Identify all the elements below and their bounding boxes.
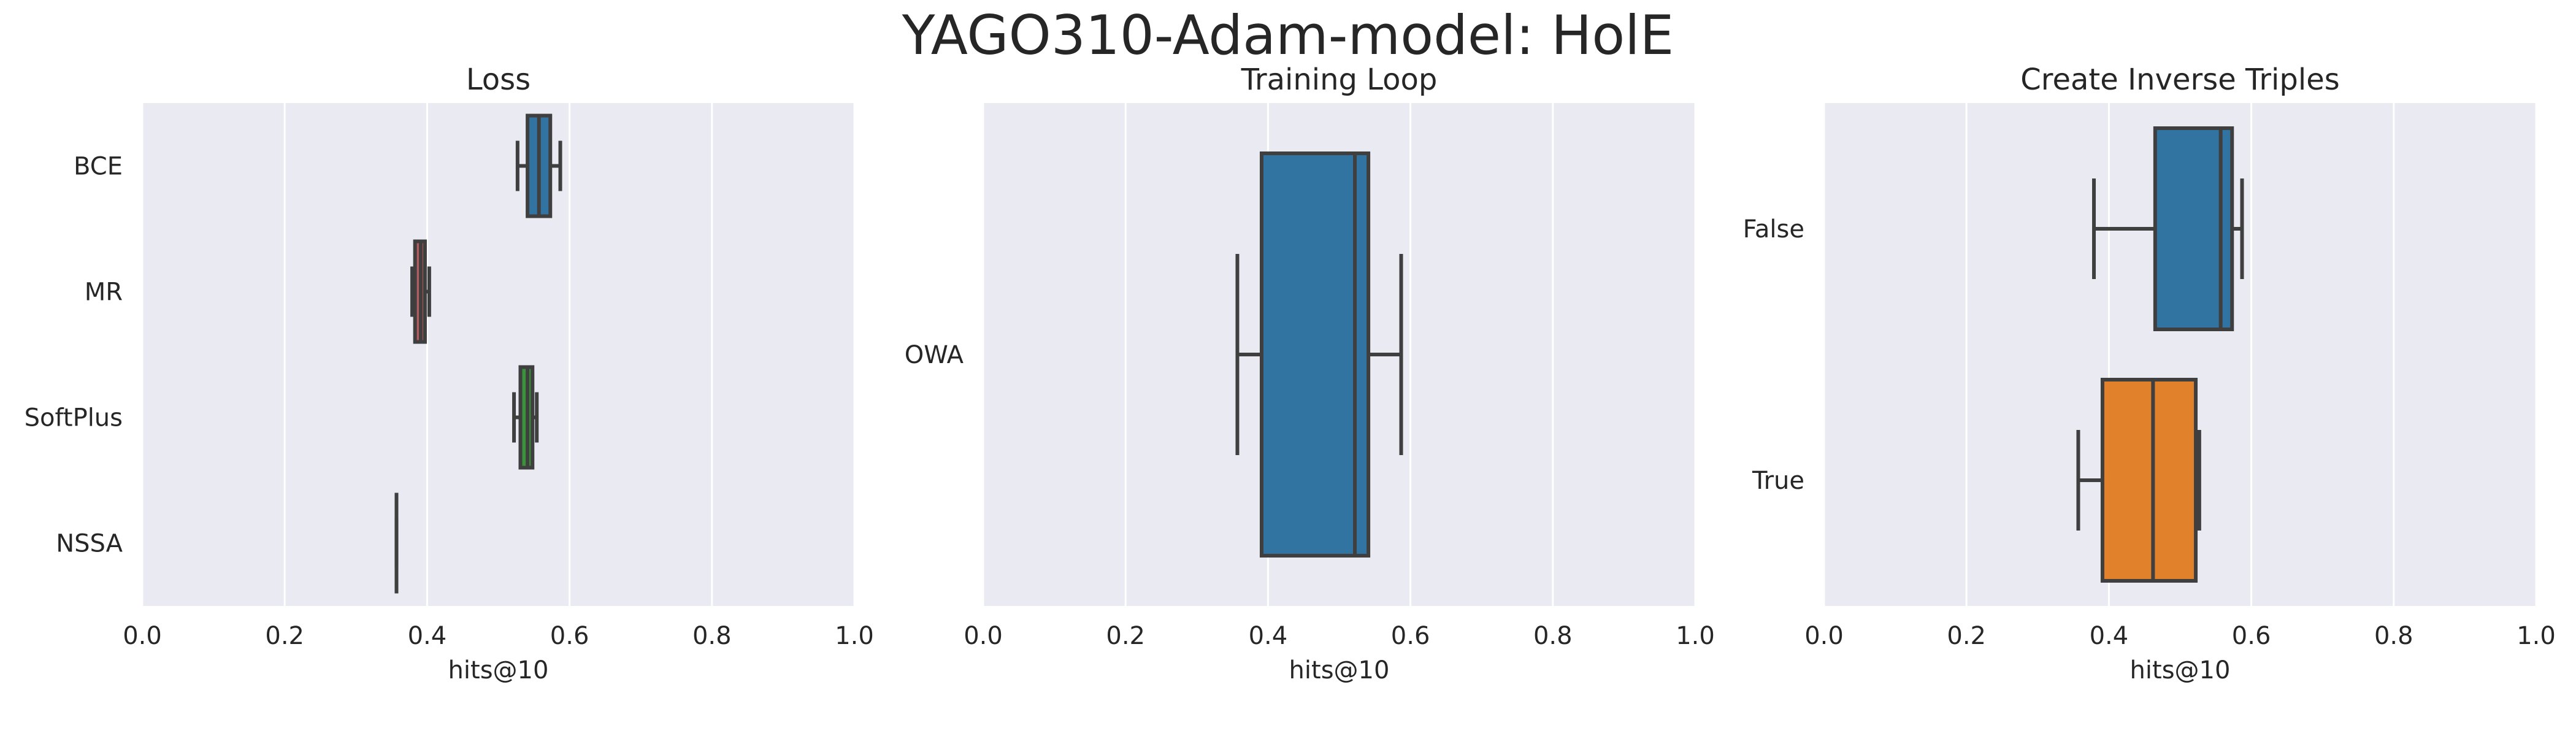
x-tick-label: 0.6	[550, 622, 589, 650]
box-NSSA: NSSA	[56, 493, 399, 594]
y-tick-label: False	[1743, 215, 1804, 243]
x-tick-label: 0.0	[964, 622, 1003, 650]
box-iqr	[1259, 151, 1371, 558]
x-tick-label: 1.0	[2517, 622, 2556, 650]
box-OWA: OWA	[905, 151, 1403, 558]
panel-title: Loss	[466, 63, 531, 97]
panel-title: Training Loop	[1241, 63, 1438, 97]
x-tick-label: 0.4	[408, 622, 447, 650]
box-SoftPlus: SoftPlus	[25, 365, 539, 470]
plot-background	[142, 103, 854, 606]
x-tick-label: 0.2	[1947, 622, 1986, 650]
x-tick-label: 0.4	[2090, 622, 2129, 650]
panel-2: 0.0 0.2 0.4 0.6 0.8 1.0 Training Loop hits@10 OW…	[905, 63, 1715, 684]
x-tick-label: 0.4	[1249, 622, 1288, 650]
box-True: True	[1752, 378, 2201, 583]
panel-3: 0.0 0.2 0.4 0.6 0.8 1.0 Create Inverse Triples…	[1743, 63, 2556, 684]
x-tick-label: 0.2	[265, 622, 304, 650]
x-tick-label: 0.8	[692, 622, 732, 650]
x-tick-label: 0.0	[123, 622, 162, 650]
x-axis-label: hits@10	[1289, 656, 1390, 684]
panel-1: 0.0 0.2 0.4 0.6 0.8 1.0 Loss hits@10 BCE MR SoftPl…	[25, 63, 874, 684]
x-tick-label: 0.2	[1106, 622, 1145, 650]
box-BCE: BCE	[74, 113, 562, 218]
box-iqr	[2100, 378, 2198, 583]
box-False: False	[1743, 126, 2244, 331]
box-MR: MR	[85, 239, 431, 344]
x-axis-label: hits@10	[448, 656, 549, 684]
y-tick-label: BCE	[74, 153, 123, 181]
x-tick-label: 0.6	[2232, 622, 2271, 650]
y-tick-label: MR	[85, 278, 123, 307]
panel-title: Create Inverse Triples	[2020, 63, 2339, 97]
x-tick-label: 0.0	[1804, 622, 1844, 650]
x-tick-label: 1.0	[1676, 622, 1715, 650]
y-tick-label: True	[1752, 467, 1804, 495]
x-tick-label: 0.8	[2374, 622, 2413, 650]
x-tick-label: 0.8	[1533, 622, 1573, 650]
y-tick-label: OWA	[905, 341, 964, 369]
x-axis-label: hits@10	[2130, 656, 2231, 684]
x-tick-label: 1.0	[835, 622, 874, 650]
y-tick-label: SoftPlus	[25, 404, 123, 432]
y-tick-label: NSSA	[56, 530, 123, 558]
x-tick-label: 0.6	[1391, 622, 1430, 650]
figure-title: YAGO310-Adam-model: HolE	[902, 4, 1674, 67]
